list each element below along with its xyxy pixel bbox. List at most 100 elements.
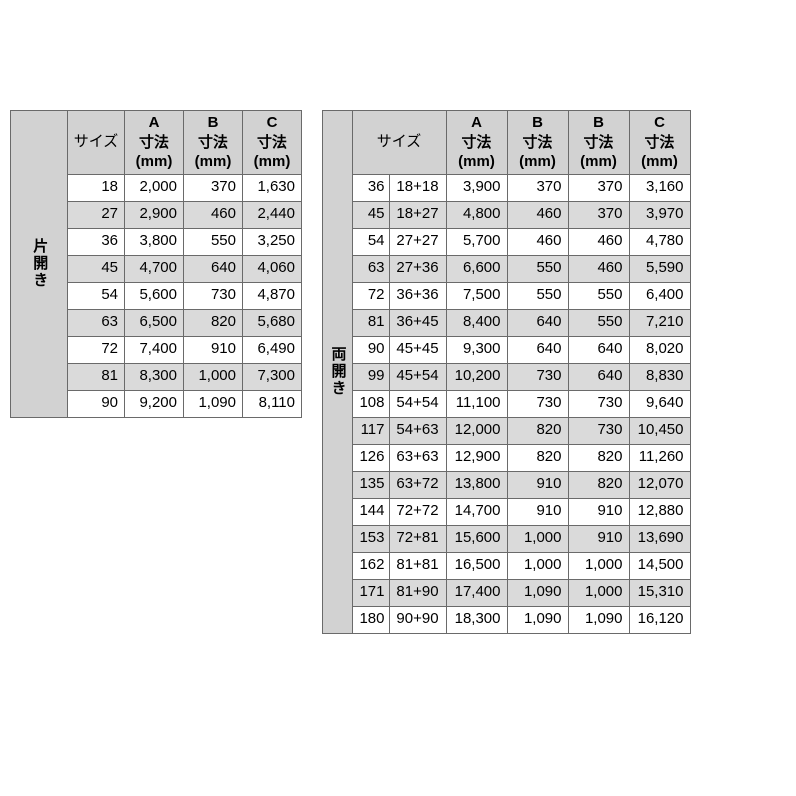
cell-a: 18,300 bbox=[446, 606, 507, 633]
cell-a: 5,600 bbox=[125, 282, 184, 309]
cell-a: 14,700 bbox=[446, 498, 507, 525]
cell-c: 12,070 bbox=[629, 471, 690, 498]
cell-b1: 820 bbox=[507, 417, 568, 444]
cell-b1: 1,000 bbox=[507, 525, 568, 552]
single-door-label: 片開き bbox=[11, 111, 68, 418]
cell-b2: 640 bbox=[568, 336, 629, 363]
cell-size: 117 bbox=[352, 417, 389, 444]
cell-c: 4,060 bbox=[243, 255, 302, 282]
cell-c: 13,690 bbox=[629, 525, 690, 552]
cell-b2: 910 bbox=[568, 498, 629, 525]
cell-c: 15,310 bbox=[629, 579, 690, 606]
table-row: 14472+7214,70091091012,880 bbox=[323, 498, 691, 525]
cell-c: 8,830 bbox=[629, 363, 690, 390]
cell-combo: 45+54 bbox=[389, 363, 446, 390]
cell-b: 640 bbox=[184, 255, 243, 282]
cell-combo: 81+90 bbox=[389, 579, 446, 606]
cell-size: 81 bbox=[352, 309, 389, 336]
cell-b: 730 bbox=[184, 282, 243, 309]
table-row: 8136+458,4006405507,210 bbox=[323, 309, 691, 336]
cell-c: 4,870 bbox=[243, 282, 302, 309]
cell-b1: 640 bbox=[507, 336, 568, 363]
cell-size: 153 bbox=[352, 525, 389, 552]
cell-b2: 820 bbox=[568, 471, 629, 498]
cell-combo: 36+36 bbox=[389, 282, 446, 309]
cell-c: 3,250 bbox=[243, 228, 302, 255]
cell-a: 10,200 bbox=[446, 363, 507, 390]
table-row: 3618+183,9003703703,160 bbox=[323, 174, 691, 201]
cell-size: 63 bbox=[352, 255, 389, 282]
cell-b1: 910 bbox=[507, 498, 568, 525]
cell-a: 4,700 bbox=[125, 255, 184, 282]
cell-a: 3,900 bbox=[446, 174, 507, 201]
cell-c: 11,260 bbox=[629, 444, 690, 471]
cell-size: 72 bbox=[352, 282, 389, 309]
cell-b1: 460 bbox=[507, 228, 568, 255]
cell-combo: 90+90 bbox=[389, 606, 446, 633]
cell-size: 99 bbox=[352, 363, 389, 390]
cell-b2: 640 bbox=[568, 363, 629, 390]
table-row: 5427+275,7004604604,780 bbox=[323, 228, 691, 255]
cell-a: 11,100 bbox=[446, 390, 507, 417]
cell-size: 27 bbox=[68, 201, 125, 228]
cell-c: 6,400 bbox=[629, 282, 690, 309]
table-row: 9945+5410,2007306408,830 bbox=[323, 363, 691, 390]
double-door-label: 両開き bbox=[323, 111, 353, 634]
col-b2: B寸法(mm) bbox=[568, 111, 629, 175]
cell-b2: 550 bbox=[568, 282, 629, 309]
cell-size: 162 bbox=[352, 552, 389, 579]
cell-a: 3,800 bbox=[125, 228, 184, 255]
cell-b1: 910 bbox=[507, 471, 568, 498]
cell-b: 1,000 bbox=[184, 363, 243, 390]
cell-size: 180 bbox=[352, 606, 389, 633]
cell-combo: 54+54 bbox=[389, 390, 446, 417]
cell-size: 54 bbox=[68, 282, 125, 309]
cell-b: 820 bbox=[184, 309, 243, 336]
table-row: 12663+6312,90082082011,260 bbox=[323, 444, 691, 471]
cell-a: 9,300 bbox=[446, 336, 507, 363]
table-row: 16281+8116,5001,0001,00014,500 bbox=[323, 552, 691, 579]
col-b1: B寸法(mm) bbox=[507, 111, 568, 175]
cell-combo: 72+72 bbox=[389, 498, 446, 525]
cell-combo: 54+63 bbox=[389, 417, 446, 444]
cell-b1: 550 bbox=[507, 282, 568, 309]
cell-a: 15,600 bbox=[446, 525, 507, 552]
cell-b: 1,090 bbox=[184, 390, 243, 417]
cell-c: 8,020 bbox=[629, 336, 690, 363]
cell-a: 13,800 bbox=[446, 471, 507, 498]
cell-size: 171 bbox=[352, 579, 389, 606]
cell-b1: 1,000 bbox=[507, 552, 568, 579]
cell-size: 144 bbox=[352, 498, 389, 525]
cell-a: 12,900 bbox=[446, 444, 507, 471]
cell-b2: 730 bbox=[568, 417, 629, 444]
cell-b: 910 bbox=[184, 336, 243, 363]
double-door-table: 両開きサイズA寸法(mm)B寸法(mm)B寸法(mm)C寸法(mm)3618+1… bbox=[322, 110, 691, 634]
col-c: C寸法(mm) bbox=[243, 111, 302, 175]
cell-size: 90 bbox=[352, 336, 389, 363]
col-a: A寸法(mm) bbox=[125, 111, 184, 175]
cell-size: 135 bbox=[352, 471, 389, 498]
cell-combo: 63+63 bbox=[389, 444, 446, 471]
cell-a: 17,400 bbox=[446, 579, 507, 606]
single-door-table: 片開きサイズA寸法(mm)B寸法(mm)C寸法(mm)182,0003701,6… bbox=[10, 110, 302, 418]
cell-b: 550 bbox=[184, 228, 243, 255]
cell-b2: 460 bbox=[568, 228, 629, 255]
col-a: A寸法(mm) bbox=[446, 111, 507, 175]
table-row: 10854+5411,1007307309,640 bbox=[323, 390, 691, 417]
cell-a: 4,800 bbox=[446, 201, 507, 228]
cell-c: 5,590 bbox=[629, 255, 690, 282]
cell-size: 45 bbox=[352, 201, 389, 228]
table-row: 7236+367,5005505506,400 bbox=[323, 282, 691, 309]
cell-b1: 1,090 bbox=[507, 579, 568, 606]
cell-c: 10,450 bbox=[629, 417, 690, 444]
right-tbody: 両開きサイズA寸法(mm)B寸法(mm)B寸法(mm)C寸法(mm)3618+1… bbox=[323, 111, 691, 634]
table-row: 17181+9017,4001,0901,00015,310 bbox=[323, 579, 691, 606]
cell-c: 12,880 bbox=[629, 498, 690, 525]
cell-a: 6,600 bbox=[446, 255, 507, 282]
cell-b2: 550 bbox=[568, 309, 629, 336]
cell-c: 8,110 bbox=[243, 390, 302, 417]
cell-size: 90 bbox=[68, 390, 125, 417]
cell-size: 54 bbox=[352, 228, 389, 255]
cell-b1: 1,090 bbox=[507, 606, 568, 633]
cell-c: 6,490 bbox=[243, 336, 302, 363]
